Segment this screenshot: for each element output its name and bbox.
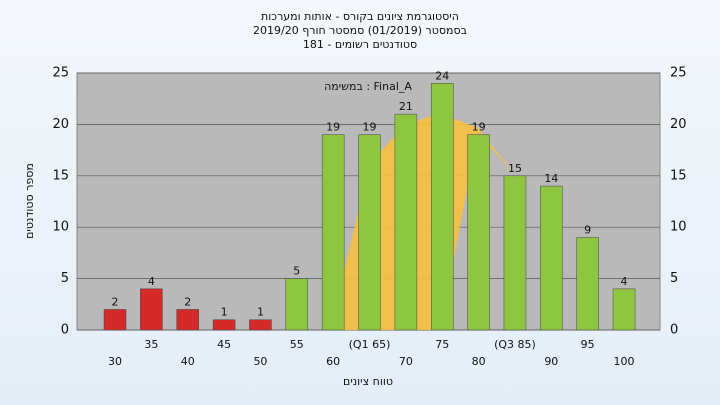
bar [430, 83, 454, 331]
bar [358, 134, 381, 331]
y-tick-label: 15 [52, 168, 69, 183]
x-tick-label: 30 [108, 355, 122, 368]
y-tick-label: 20 [52, 117, 69, 132]
x-tick-label: (Q3 85) [494, 338, 536, 351]
y2-tick-label: 0 [670, 323, 678, 338]
x-axis-label: טווח ציונים [343, 375, 393, 388]
x-tick-label: 80 [472, 355, 486, 368]
bar [612, 288, 636, 331]
x-tick-label: 60 [326, 355, 340, 368]
chart-subtitle: בסמסטר (01/2019) סמסטר חורף 2019/20 [253, 24, 467, 37]
x-tick-label: 35 [144, 338, 158, 351]
value-label: 19 [363, 121, 377, 134]
y2-tick-label: 5 [670, 271, 678, 286]
bar [103, 309, 127, 331]
chart-title: היסטוגרמת ציונים בקורס - אותות ומערכות [261, 10, 459, 23]
value-label: 24 [435, 69, 449, 82]
bar [285, 278, 309, 331]
bar [176, 309, 199, 331]
bar [467, 134, 490, 331]
y2-tick-label: 20 [670, 117, 687, 132]
value-label: 2 [184, 295, 191, 308]
x-tick-label: 95 [581, 338, 595, 351]
value-label: 2 [112, 295, 119, 308]
x-tick-label: 55 [290, 338, 304, 351]
bar [140, 288, 163, 331]
y2-tick-label: 25 [670, 66, 687, 81]
value-label: 4 [621, 275, 628, 288]
bar [249, 319, 272, 331]
y-axis-label: מספר סטודנטים [23, 163, 36, 239]
x-tick-label: 40 [181, 355, 195, 368]
y2-tick-label: 10 [670, 220, 687, 235]
bar [212, 319, 236, 331]
x-tick-label: 70 [399, 355, 413, 368]
y2-tick-label: 15 [670, 168, 687, 183]
value-label: 14 [544, 172, 558, 185]
value-label: 21 [399, 100, 413, 113]
x-tick-label: (Q1 65) [349, 338, 391, 351]
x-tick-label: 90 [544, 355, 558, 368]
value-label: 1 [221, 306, 228, 319]
bar [576, 237, 599, 331]
annotation: במשימה : Final_A [324, 80, 412, 93]
chart-subtitle: סטודנטים רשומים - 181 [303, 38, 417, 51]
value-label: 5 [293, 265, 300, 278]
y-tick-label: 25 [52, 66, 69, 81]
x-tick-label: 50 [253, 355, 267, 368]
y-tick-label: 10 [52, 220, 69, 235]
bar [321, 134, 345, 331]
value-label: 15 [508, 162, 522, 175]
x-tick-label: 75 [435, 338, 449, 351]
bar [394, 113, 418, 331]
bar [503, 175, 527, 331]
x-tick-label: 45 [217, 338, 231, 351]
value-label: 19 [472, 121, 486, 134]
y-tick-label: 5 [61, 271, 69, 286]
x-tick-label: 100 [614, 355, 635, 368]
value-label: 4 [148, 275, 155, 288]
value-label: 1 [257, 306, 264, 319]
value-label: 9 [584, 223, 591, 236]
value-label: 19 [326, 121, 340, 134]
y-tick-label: 0 [61, 323, 69, 338]
bar [540, 185, 563, 331]
